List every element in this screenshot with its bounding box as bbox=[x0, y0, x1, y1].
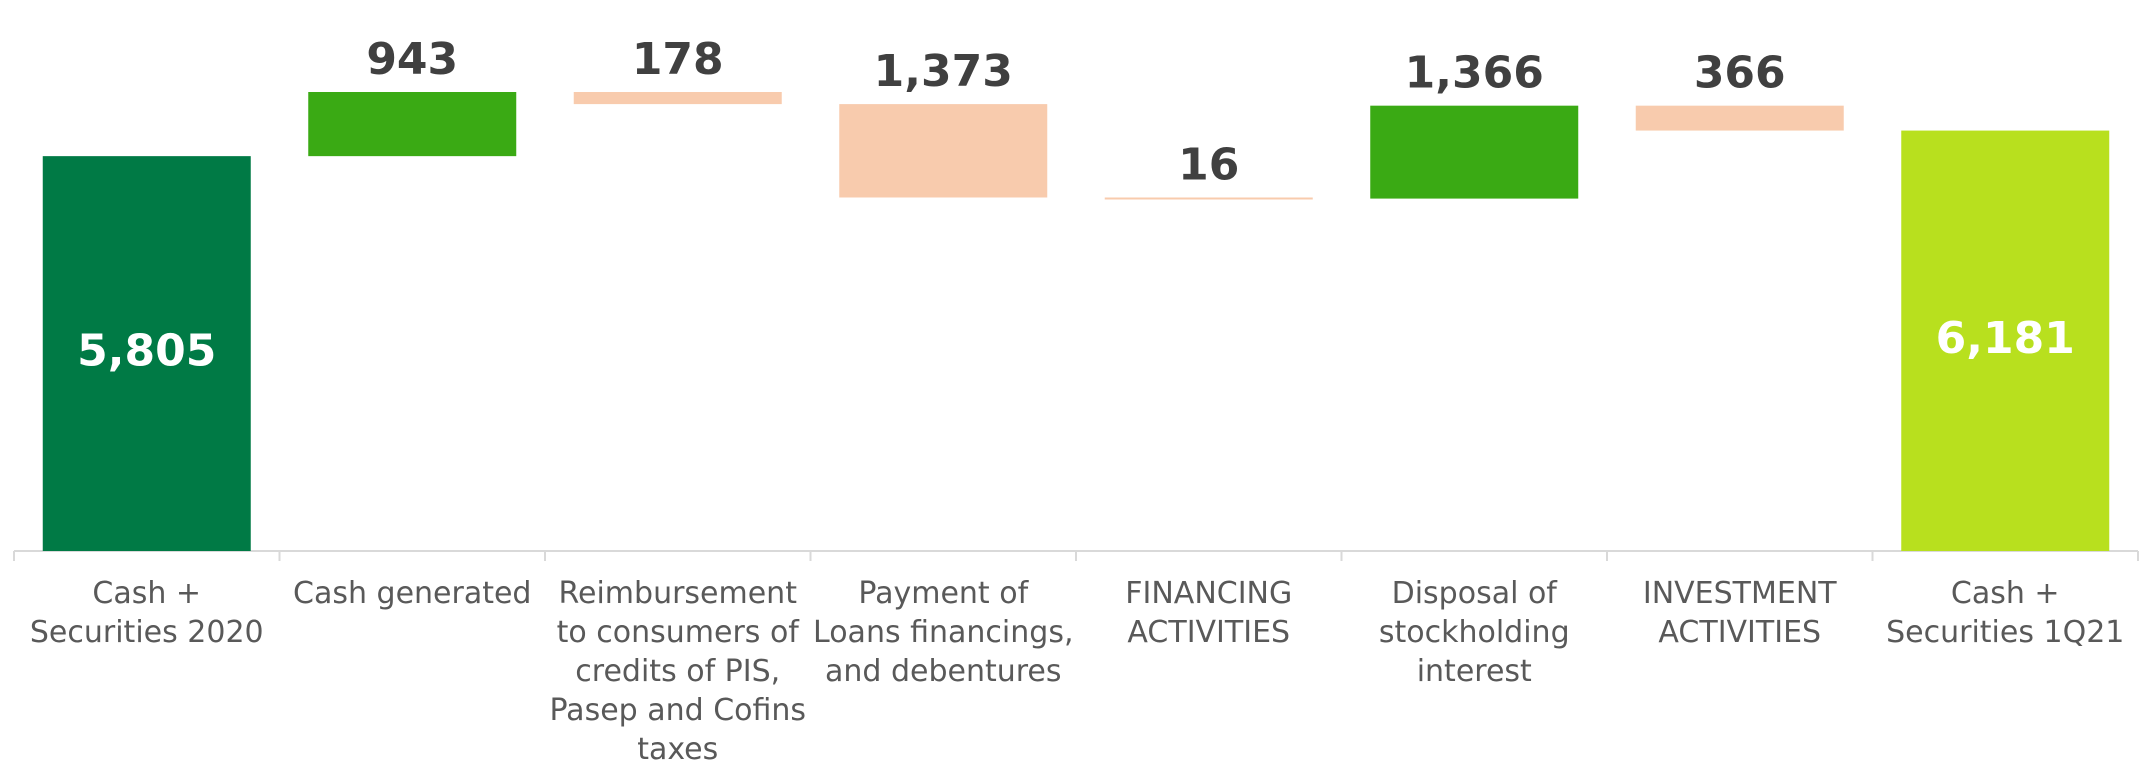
x-tick-label: Disposal of stockholding interest bbox=[1378, 576, 1570, 689]
bar bbox=[1901, 130, 2110, 551]
x-tick-label: Reimbursement to consumers of credits of… bbox=[549, 576, 807, 767]
value-label: 178 bbox=[632, 34, 724, 85]
value-label: 16 bbox=[1178, 139, 1239, 190]
value-label: 943 bbox=[366, 34, 458, 85]
value-label: 1,373 bbox=[874, 46, 1013, 97]
bar bbox=[1635, 105, 1844, 131]
x-tick-label: Cash generated bbox=[293, 576, 532, 611]
bar bbox=[1370, 105, 1579, 199]
x-tick-label: Cash + Securities 2020 bbox=[29, 576, 264, 650]
bar bbox=[1104, 197, 1313, 200]
value-label: 1,366 bbox=[1405, 48, 1544, 99]
value-label: 366 bbox=[1694, 48, 1786, 99]
bar bbox=[573, 92, 782, 105]
x-tick-label: INVESTMENT ACTIVITIES bbox=[1642, 576, 1837, 650]
bar bbox=[839, 104, 1048, 198]
bar bbox=[308, 92, 517, 157]
value-label: 6,181 bbox=[1936, 313, 2075, 364]
value-label: 5,805 bbox=[77, 326, 216, 377]
x-tick-label: Payment of Loans financings, and debentu… bbox=[813, 576, 1074, 689]
bar bbox=[42, 156, 251, 551]
x-tick-label: Cash + Securities 1Q21 bbox=[1886, 576, 2125, 650]
x-tick-label: FINANCING ACTIVITIES bbox=[1125, 576, 1293, 650]
